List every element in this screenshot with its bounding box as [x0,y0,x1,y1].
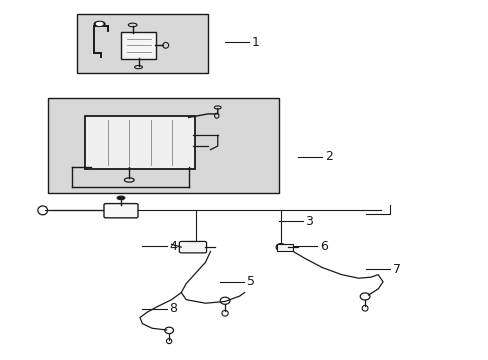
FancyBboxPatch shape [121,32,156,59]
Text: 3: 3 [305,215,312,228]
Text: 4: 4 [169,240,177,253]
Text: 7: 7 [392,263,400,276]
Text: 6: 6 [319,240,327,253]
Text: 2: 2 [324,150,332,163]
FancyBboxPatch shape [179,242,206,253]
Ellipse shape [94,21,105,26]
Text: 8: 8 [169,302,177,315]
FancyBboxPatch shape [47,98,278,193]
FancyBboxPatch shape [85,116,195,168]
FancyBboxPatch shape [77,14,207,73]
Text: 1: 1 [251,36,259,49]
Ellipse shape [117,196,124,200]
Text: 5: 5 [246,275,254,288]
FancyBboxPatch shape [277,244,292,251]
Ellipse shape [96,22,102,25]
FancyBboxPatch shape [104,203,138,218]
